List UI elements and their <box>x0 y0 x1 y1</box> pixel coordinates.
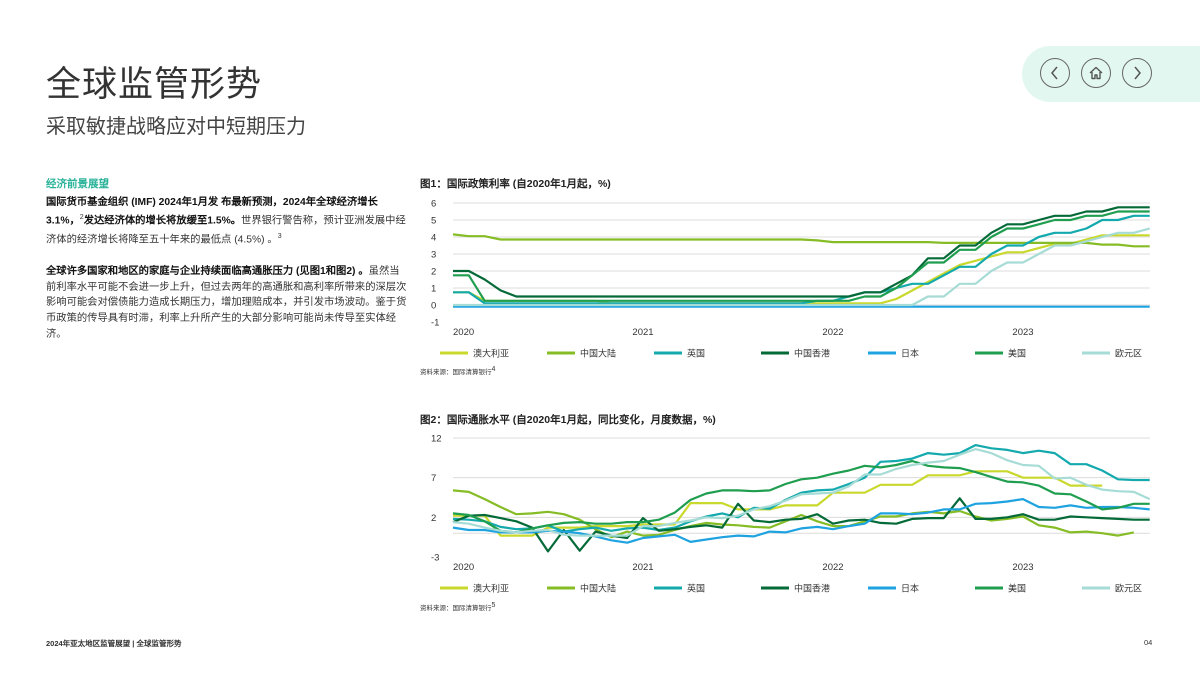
legend-label: 中国香港 <box>794 583 830 595</box>
legend-label: 澳大利亚 <box>473 348 509 360</box>
source-text: 资料来源：国际清算银行 <box>420 369 492 377</box>
source-text: 资料来源：国际清算银行 <box>420 605 492 613</box>
series-line-3 <box>453 206 1150 298</box>
chart1-title: 图1：国际政策利率 (自2020年1月起，%) <box>420 178 611 190</box>
chart1-source: 资料来源：国际清算银行4 <box>420 366 495 376</box>
prev-page-button[interactable] <box>1040 58 1070 88</box>
legend-label: 日本 <box>901 348 919 360</box>
legend-label: 中国大陆 <box>580 348 616 360</box>
series-line-3 <box>452 497 1150 553</box>
y-tick-label: 4 <box>431 233 436 244</box>
y-tick-label: 3 <box>431 250 436 261</box>
series-line-1 <box>452 233 1150 248</box>
legend-label: 欧元区 <box>1115 583 1142 595</box>
series-line-0 <box>453 470 1103 537</box>
y-tick-label: 6 <box>431 199 436 210</box>
p2-text: 虽然当前利率水平可能不会进一步上升，但过去两年的高通胀和高利率所带来的深层次影响… <box>46 266 407 340</box>
x-tick-label: 2021 <box>632 327 653 338</box>
home-icon <box>1089 66 1103 80</box>
legend-label: 英国 <box>687 583 705 595</box>
y-tick-label: 7 <box>431 473 436 484</box>
x-tick-label: 2020 <box>453 327 474 338</box>
y-tick-label: 1 <box>431 284 436 295</box>
page-number: 04 <box>1144 638 1153 647</box>
inflation-chart: 12 7 2 -3 2020 2021 2022 2023 澳大利亚 中国大陆 英国 中国香港 日本 美国… <box>431 434 1151 595</box>
chart2-source: 资料来源：国际清算银行5 <box>420 602 495 612</box>
y-tick-label: 2 <box>431 267 436 278</box>
legend-label: 欧元区 <box>1115 348 1142 360</box>
y-tick-label: 2 <box>431 513 436 524</box>
page-title: 全球监管形势 <box>46 65 263 105</box>
legend-label: 英国 <box>687 348 705 360</box>
series-line-5 <box>453 210 1150 302</box>
legend-label: 中国大陆 <box>580 583 616 595</box>
legend-label: 澳大利亚 <box>473 583 509 595</box>
x-tick-label: 2022 <box>822 562 843 573</box>
legend-label: 美国 <box>1008 348 1026 360</box>
y-tick-label: 5 <box>431 216 436 227</box>
series-line-5 <box>452 459 1150 534</box>
chevron-right-icon <box>1134 66 1141 80</box>
paragraph-2: 全球许多国家和地区的家庭与企业持续面临高通胀压力 (见图1和图2) 。虽然当前利… <box>46 264 408 342</box>
y-tick-label: -1 <box>431 318 439 329</box>
paragraph-1: 国际货币基金组织 (IMF) 2024年1月发 布最新预测，2024年全球经济增… <box>46 195 408 249</box>
policy-rate-chart: 6 5 4 3 2 1 0 -1 2020 2021 2022 2023 澳大利亚 中国大陆 英国 中国香港 日… <box>431 199 1150 360</box>
footnote-ref: 4 <box>491 366 496 373</box>
footnote-ref: 5 <box>491 602 496 609</box>
series-line-2 <box>452 444 1150 533</box>
series-line-2 <box>453 214 1150 305</box>
series-line-6 <box>453 227 1150 307</box>
y-tick-label: 0 <box>431 301 436 312</box>
legend-label: 中国香港 <box>794 348 830 360</box>
y-tick-label: 12 <box>431 434 442 445</box>
nav-bar <box>1022 46 1200 102</box>
footer-text: 2024年亚太地区监管展望 | 全球监管形势 <box>46 639 182 648</box>
x-tick-label: 2021 <box>632 562 653 573</box>
footnote-ref: 2 <box>79 214 84 222</box>
series-line-1 <box>452 489 1135 539</box>
legend-label: 美国 <box>1008 583 1026 595</box>
p1-bold: 国际货币基金组织 (IMF) 2024年1月发 布最新预测，2024年全球经济增… <box>46 196 378 227</box>
economic-outlook-section: 经济前景展望 国际货币基金组织 (IMF) 2024年1月发 布最新预测，202… <box>46 177 408 358</box>
footnote-ref: 3 <box>277 233 282 241</box>
series-line-4 <box>452 498 1150 544</box>
series-line-0 <box>453 234 1150 305</box>
home-button[interactable] <box>1081 58 1111 88</box>
x-tick-label: 2023 <box>1012 327 1033 338</box>
p1-bold-2: 发达经济体的增长将放缓至1.5%。 <box>83 215 242 227</box>
chart2-title: 图2：国际通胀水平 (自2020年1月起，同比变化，月度数据，%) <box>420 414 716 426</box>
section-heading: 经济前景展望 <box>46 178 109 190</box>
legend-label: 日本 <box>901 583 919 595</box>
x-tick-label: 2023 <box>1012 562 1033 573</box>
y-tick-label: -3 <box>431 553 439 564</box>
series-line-6 <box>452 448 1151 537</box>
chevron-left-icon <box>1051 66 1058 80</box>
next-page-button[interactable] <box>1122 58 1152 88</box>
p2-bold: 全球许多国家和地区的家庭与企业持续面临高通胀压力 (见图1和图2) 。 <box>46 266 369 278</box>
page-subtitle: 采取敏捷战略应对中短期压力 <box>46 114 306 138</box>
x-tick-label: 2022 <box>822 327 843 338</box>
p1-text: 世界银行警告称，预计亚洲发展中经济体的经济增长将降至五十年来的最低点 (4.5%… <box>46 215 406 246</box>
x-tick-label: 2020 <box>453 562 474 573</box>
